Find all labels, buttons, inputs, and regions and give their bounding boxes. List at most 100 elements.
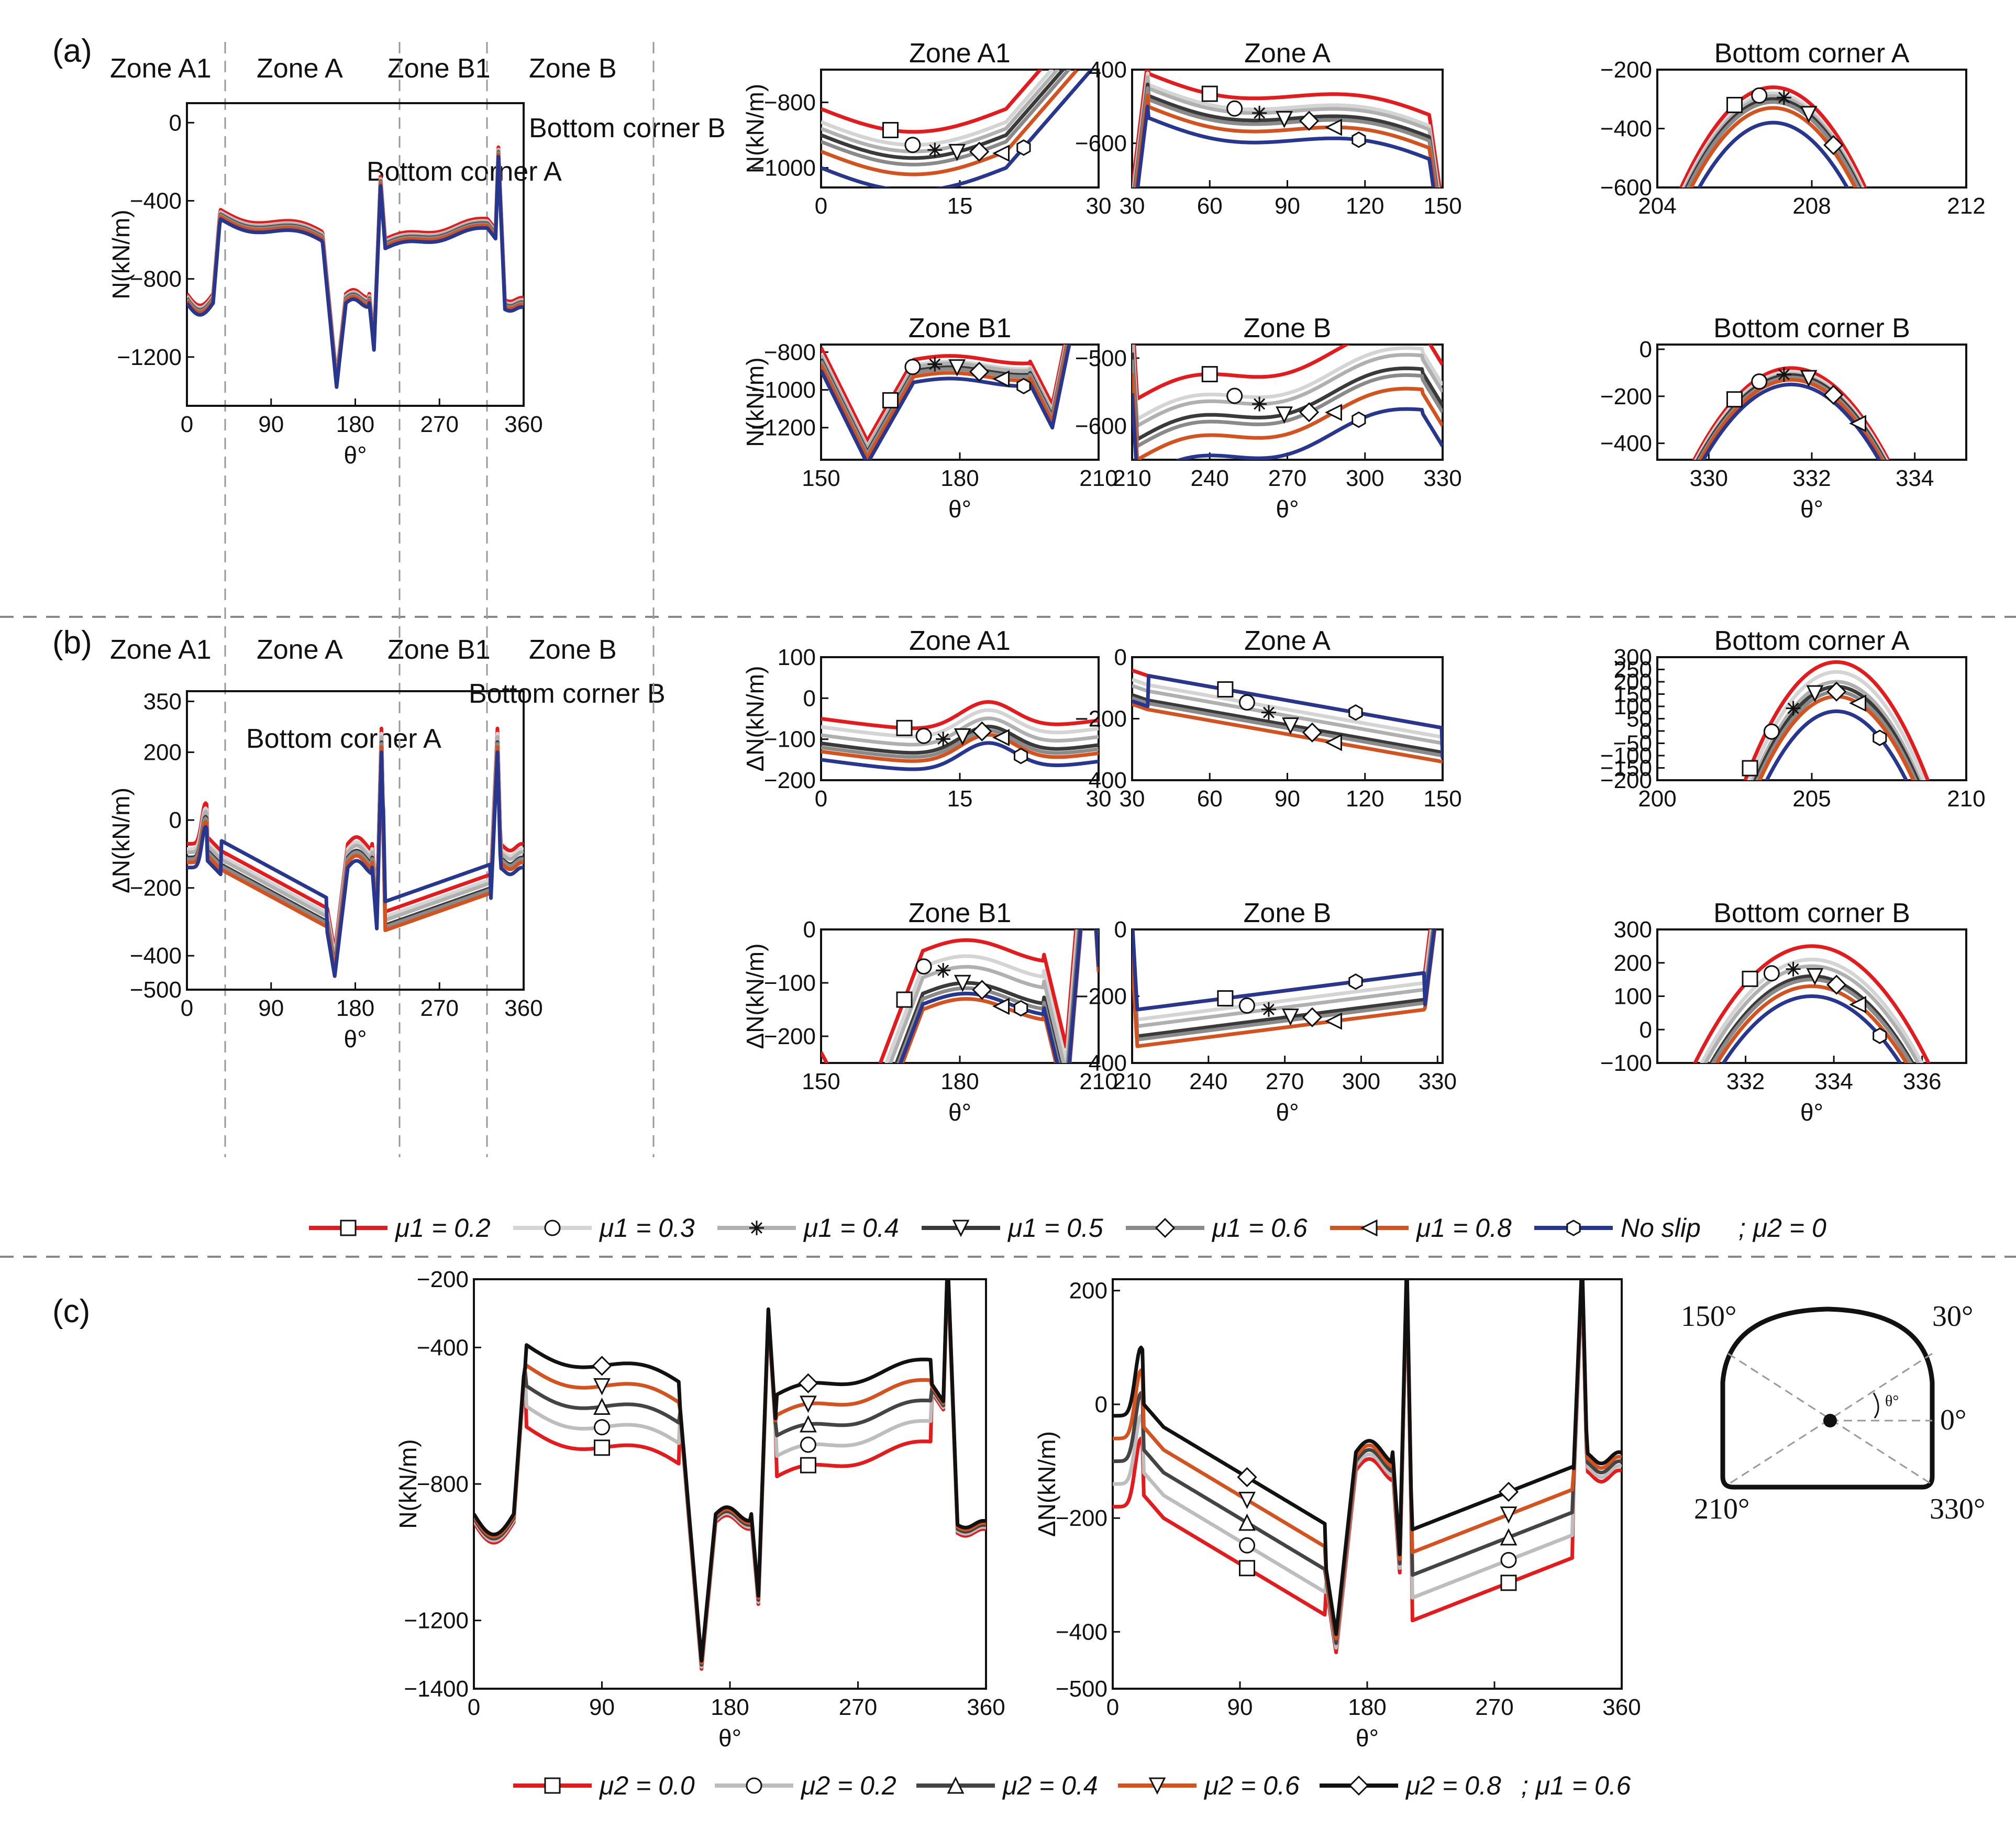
- x-tick-label: 180: [940, 466, 979, 491]
- legend-label: μ1 = 0.5: [1007, 1213, 1103, 1243]
- marker-circle: [1500, 1552, 1517, 1568]
- series-line-2: [1703, 964, 1920, 1063]
- series-line-2: [821, 345, 1068, 450]
- marker-triangle-down: [593, 1378, 611, 1395]
- marker-diamond: [1299, 110, 1320, 131]
- series-group: [187, 145, 524, 389]
- legend-item-0: μ1 = 0.2: [309, 1213, 491, 1243]
- chart-a-cornerA: 204 208 212 −200 −400 −600 Bottom corner A: [1600, 38, 1986, 219]
- series-line-5: [1715, 984, 1909, 1063]
- series-line-6: [1765, 709, 1909, 780]
- y-tick-label: −1000: [751, 156, 816, 181]
- marker-triangle-left: [1849, 996, 1866, 1013]
- x-tick-label: 270: [1268, 466, 1306, 491]
- series-line-1: [1113, 1279, 1622, 1650]
- series-line-4: [187, 741, 524, 970]
- legend-label: μ2 = 0.8: [1405, 1771, 1501, 1800]
- chart-c-N: 0 90 180 270 360 −200 −400 −800 −1200 −1400 θ° N(kN…: [394, 1267, 1005, 1752]
- x-tick-label: 334: [1814, 1069, 1853, 1094]
- chart-title: Bottom corner A: [1714, 38, 1910, 69]
- y-tick-label: −100: [1600, 743, 1652, 769]
- marker-hexagon: [1873, 1027, 1887, 1044]
- x-tick-label: 0: [468, 1694, 480, 1720]
- series-group: [1132, 668, 1443, 764]
- y-tick-label: −500: [130, 977, 182, 1003]
- x-tick-label: 90: [1275, 786, 1300, 812]
- zone-title-b-b: Zone B: [529, 635, 617, 665]
- marker-diamond: [969, 361, 990, 382]
- marker-diamond: [1826, 681, 1847, 702]
- y-tick-label: −150: [1600, 756, 1652, 781]
- y-tick-label: −200: [764, 768, 816, 793]
- marker-star-stroke: [1262, 706, 1275, 718]
- chart-title: Zone A: [1244, 626, 1331, 656]
- series-line-2: [1132, 345, 1443, 428]
- x-tick-label: 0: [181, 412, 193, 437]
- series-line-0: [187, 726, 524, 955]
- series-line-2: [187, 735, 524, 963]
- marker-square: [896, 719, 913, 736]
- x-tick-label: 90: [258, 995, 284, 1021]
- marker-star-stroke: [1254, 107, 1266, 119]
- x-tick-label: 300: [1342, 1069, 1380, 1094]
- marker-triangle-up: [1500, 1528, 1517, 1546]
- y-tick-label: 200: [1614, 950, 1652, 976]
- x-tick-label: 15: [947, 193, 973, 219]
- zone-title-a1: Zone A1: [110, 53, 212, 84]
- plot-frame: [1131, 928, 1444, 1064]
- y-tick-label: 0: [1640, 1017, 1652, 1043]
- marker-star: [1252, 105, 1267, 120]
- y-tick-label: −200: [1056, 1505, 1107, 1531]
- series-group: [1679, 85, 1867, 187]
- y-tick-label: −400: [1075, 1050, 1127, 1076]
- marker-star: [1261, 705, 1276, 720]
- legend-item-0: μ2 = 0.0: [513, 1771, 695, 1800]
- marker-star: [1261, 1002, 1276, 1017]
- series-line-5: [1132, 702, 1443, 764]
- y-tick-label: −200: [130, 876, 182, 901]
- x-tick-label: 180: [1348, 1694, 1386, 1720]
- legend-item-3: μ1 = 0.5: [922, 1213, 1103, 1243]
- x-tick-label: 270: [420, 995, 459, 1021]
- y-axis-title: N(kN/m): [741, 357, 769, 447]
- series-group: [1692, 366, 1890, 460]
- marker-circle: [1763, 965, 1780, 982]
- marker-star-stroke: [929, 144, 941, 156]
- series-group: [1113, 1279, 1622, 1654]
- y-tick-label: 50: [1626, 706, 1652, 732]
- marker-circle: [1239, 1537, 1255, 1554]
- x-tick-label: 330: [1419, 1069, 1457, 1094]
- series-line-1: [884, 929, 1099, 1063]
- series-line-4: [1113, 1279, 1622, 1636]
- marker-diamond: [1155, 1217, 1176, 1238]
- x-tick-label: 332: [1792, 466, 1831, 491]
- x-tick-label: 120: [1346, 786, 1384, 812]
- x-axis-title: θ°: [1356, 1724, 1379, 1752]
- chart-title: Bottom corner A: [1714, 626, 1910, 656]
- y-tick-label: −600: [1075, 131, 1127, 157]
- y-tick-label: −1200: [751, 415, 816, 441]
- tunnel-diagram: θ° 150° 30° 0° 210° 330°: [1681, 1300, 1985, 1525]
- legend-label: μ1 = 0.3: [599, 1213, 695, 1243]
- x-tick-label: 0: [815, 786, 827, 812]
- marker-circle: [1751, 87, 1768, 104]
- marker-star: [936, 732, 951, 747]
- annotation-corner-a-b: Bottom corner A: [246, 724, 441, 754]
- marker-triangle-down: [954, 728, 971, 746]
- chart-title: Zone A: [1244, 38, 1331, 69]
- x-tick-label: 212: [1947, 193, 1985, 219]
- y-tick-label: 100: [1614, 694, 1652, 719]
- series-line-5: [1757, 694, 1915, 780]
- series-line-0: [821, 70, 1043, 134]
- y-tick-label: −200: [1075, 706, 1127, 732]
- marker-circle: [915, 958, 932, 975]
- x-tick-label: 0: [1106, 1694, 1119, 1720]
- marker-hexagon: [1014, 1000, 1028, 1017]
- series-line-1: [474, 1279, 986, 1669]
- y-tick-label: −1400: [404, 1676, 469, 1702]
- marker-diamond: [1498, 1481, 1519, 1502]
- series-line-5: [1132, 929, 1437, 1048]
- marker-triangle-down: [1806, 685, 1824, 703]
- marker-triangle-left: [992, 729, 1010, 747]
- series-line-5: [821, 733, 1099, 763]
